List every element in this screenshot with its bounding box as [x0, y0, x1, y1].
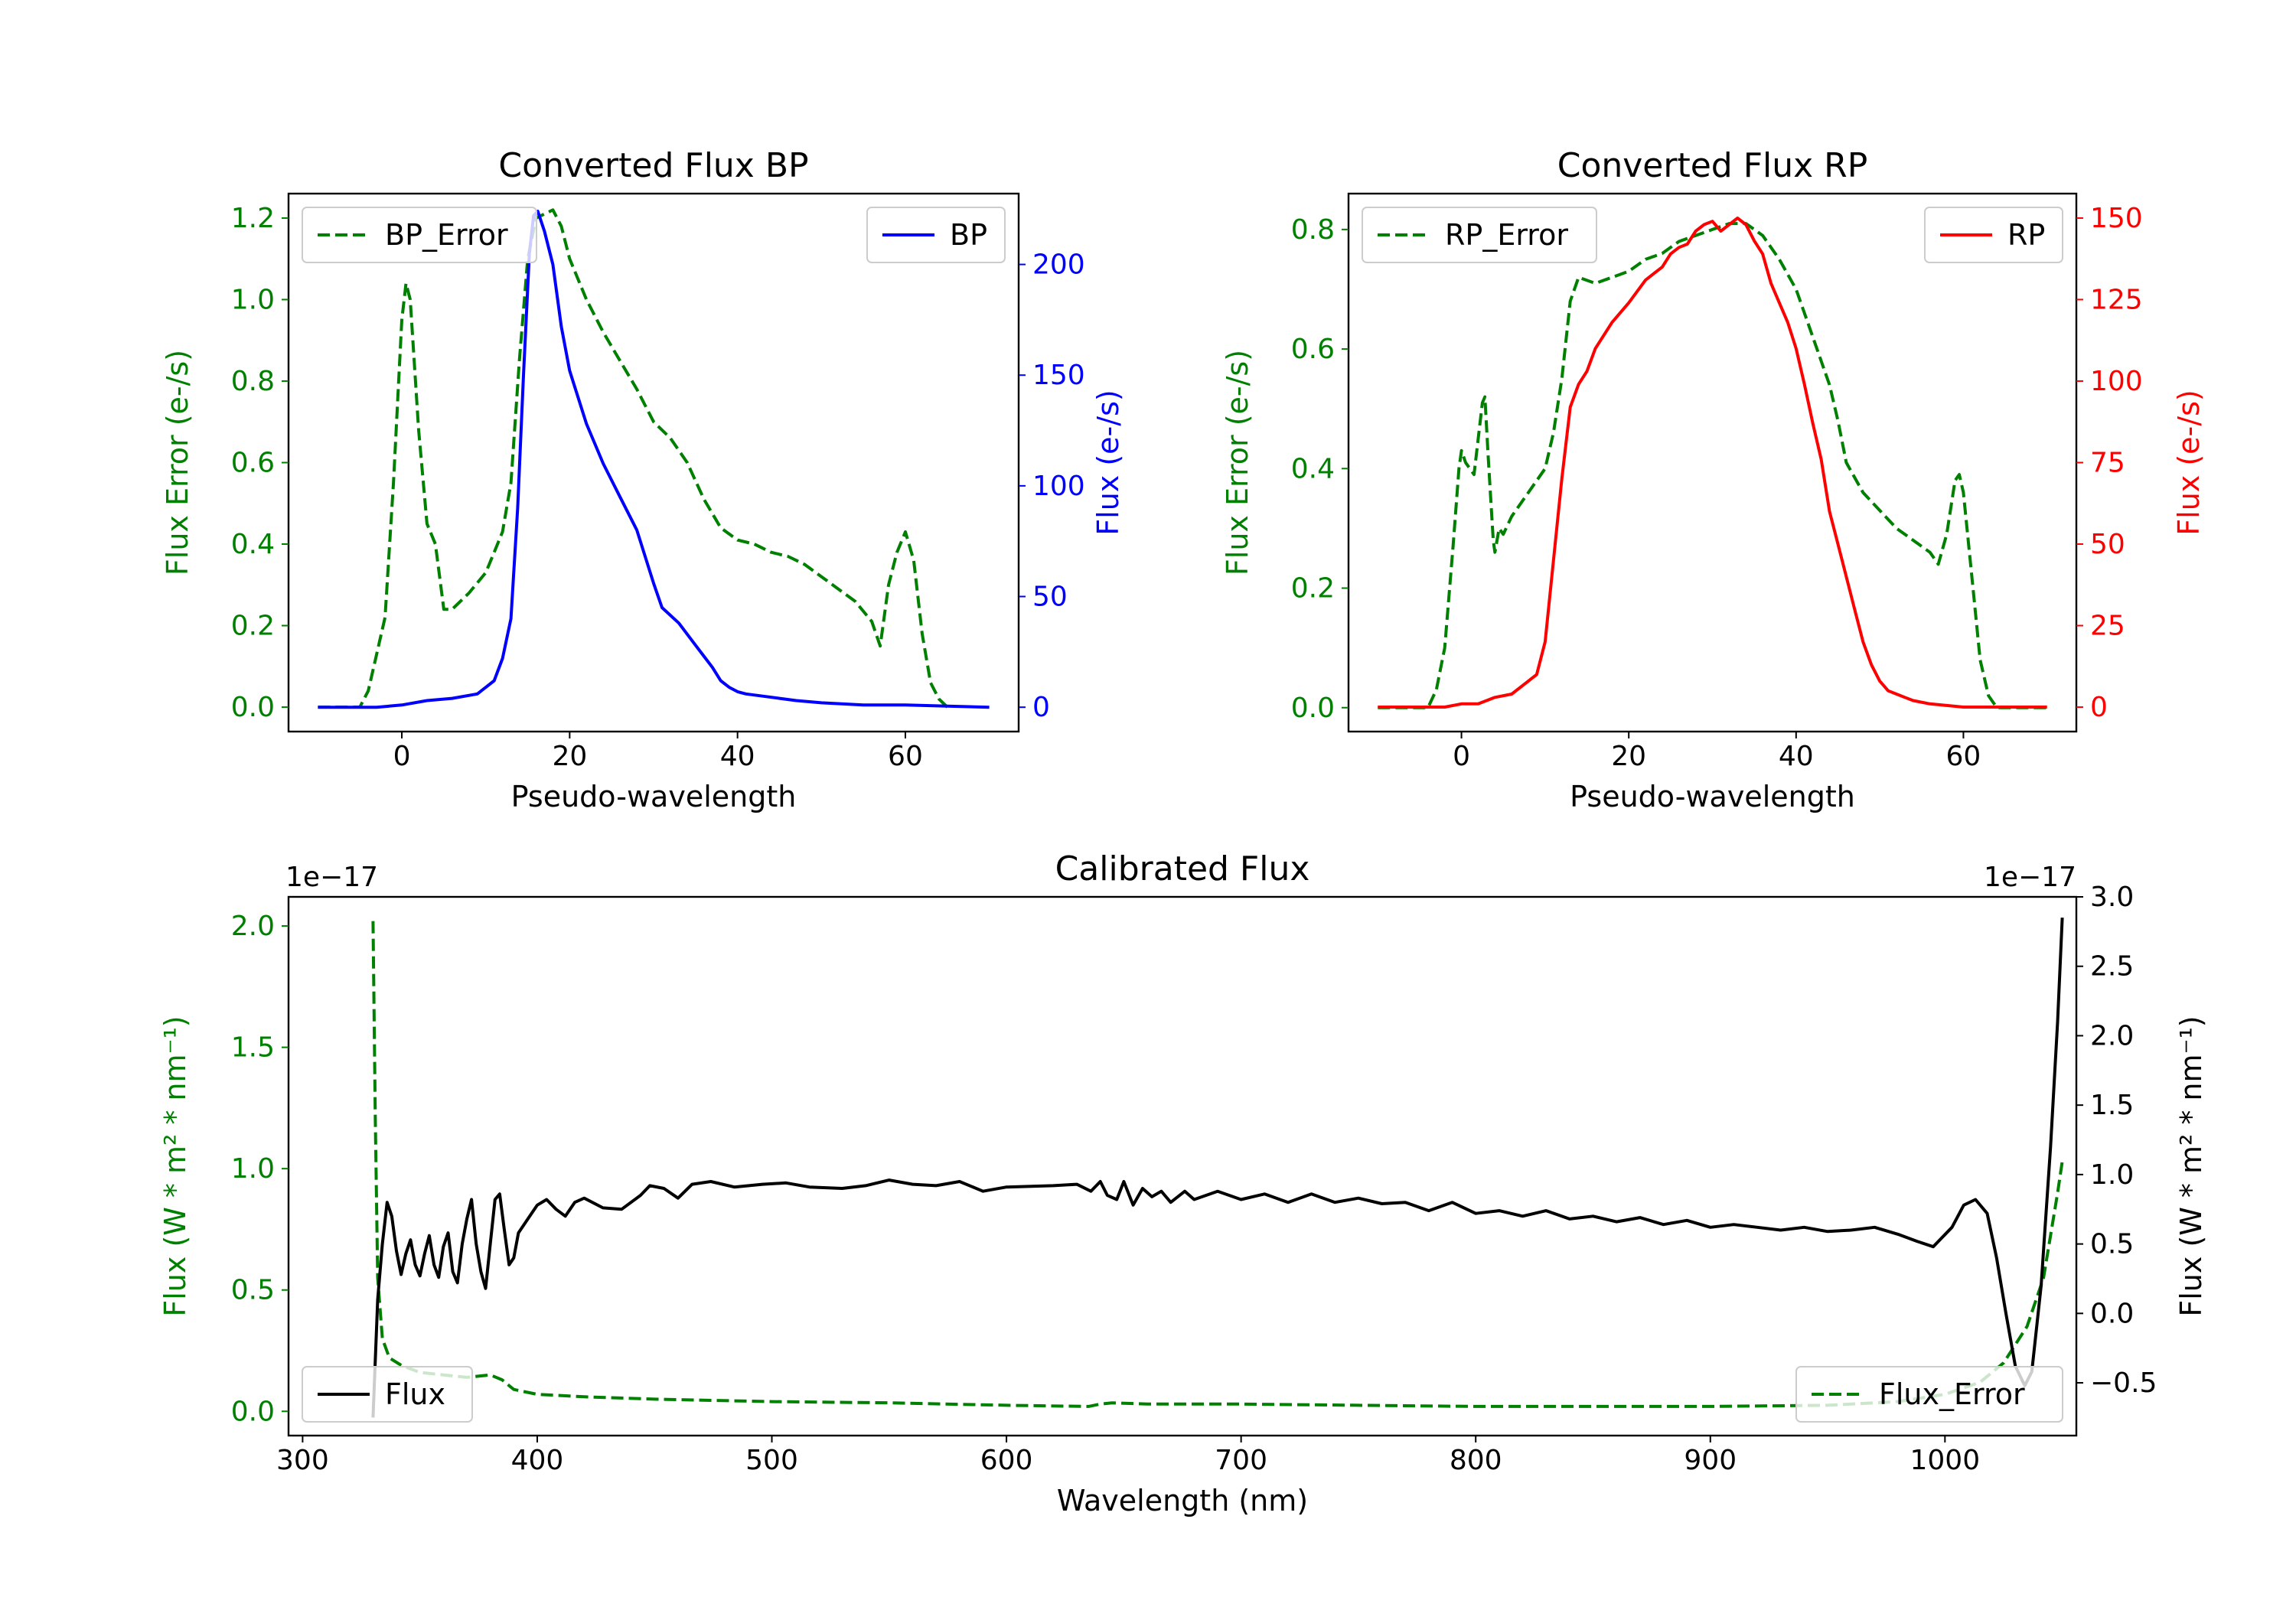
bp-ylabel-left: Flux Error (e-/s) — [161, 350, 194, 575]
cal-legend-box — [302, 1366, 473, 1423]
rp-ytick-right-label: 100 — [2090, 366, 2143, 397]
rp-ytick-left-label: 0.2 — [1291, 573, 1335, 605]
cal-ytick-right-label: 3.0 — [2090, 882, 2134, 913]
cal-ytick-right-label: 0.5 — [2090, 1229, 2134, 1260]
cal-xtick-label: 600 — [980, 1445, 1033, 1476]
rp-legend-label: RP_Error — [1445, 218, 1568, 252]
cal-offset-left: 1e−17 — [285, 862, 378, 893]
rp-ytick-right-label: 50 — [2090, 529, 2125, 560]
cal-ytick-right-label: 2.5 — [2090, 951, 2134, 983]
bp-xtick-label: 40 — [720, 741, 755, 772]
rp-ytick-left-label: 0.6 — [1291, 334, 1335, 365]
cal-series-flux — [371, 918, 2064, 1418]
cal-xtick-label: 300 — [276, 1445, 329, 1476]
bp-ytick-left-label: 1.0 — [231, 284, 275, 315]
cal-xtick-label: 800 — [1450, 1445, 1502, 1476]
rp-ytick-left-label: 0.0 — [1291, 693, 1335, 724]
cal-xtick-label: 400 — [511, 1445, 564, 1476]
cal-ytick-left-label: 1.5 — [231, 1032, 275, 1064]
bp-ytick-left-label: 1.2 — [231, 203, 275, 234]
rp-series-rp-error — [1378, 222, 2047, 709]
bp-xtick-label: 0 — [393, 741, 411, 772]
bp-ytick-right-label: 50 — [1032, 582, 1068, 613]
rp-ytick-left-label: 0.4 — [1291, 453, 1335, 484]
bp-ytick-right-label: 200 — [1032, 249, 1085, 281]
rp-ytick-right-label: 75 — [2090, 448, 2125, 479]
cal-axes-frame — [287, 895, 2078, 1437]
bp-ytick-left-label: 0.4 — [231, 529, 275, 560]
bp-legend-label: BP — [950, 218, 987, 252]
bp-ylabel-right: Flux (e-/s) — [1091, 390, 1125, 535]
cal-legend-label: Flux_Error — [1879, 1377, 2025, 1411]
rp-ytick-left-label: 0.8 — [1291, 214, 1335, 246]
rp-ylabel-left: Flux Error (e-/s) — [1221, 350, 1254, 575]
rp-xtick-label: 20 — [1611, 741, 1646, 772]
bp-legend-box — [866, 207, 1006, 263]
cal-ytick-right-label: 2.0 — [2090, 1020, 2134, 1051]
bp-ytick-left-label: 0.2 — [231, 611, 275, 642]
bp-xtick-label: 20 — [552, 741, 587, 772]
cal-offset-right: 1e−17 — [1984, 862, 2076, 893]
bp-xtick-label: 60 — [888, 741, 923, 772]
rp-xtick-label: 40 — [1779, 741, 1814, 772]
bp-title: Converted Flux BP — [498, 146, 808, 185]
cal-ytick-right-label: 1.5 — [2090, 1090, 2134, 1121]
rp-ytick-right-label: 125 — [2090, 284, 2143, 315]
bp-series-bp — [318, 210, 990, 709]
cal-xtick-label: 500 — [745, 1445, 798, 1476]
cal-ytick-left-label: 2.0 — [231, 911, 275, 942]
rp-legend-box — [1924, 207, 2063, 263]
cal-ytick-right-label: 0.0 — [2090, 1298, 2134, 1329]
cal-legend-box — [1795, 1366, 2063, 1423]
bp-ytick-left-label: 0.6 — [231, 448, 275, 479]
cal-xtick-label: 700 — [1215, 1445, 1267, 1476]
bp-ytick-right-label: 100 — [1032, 471, 1085, 502]
rp-xtick-label: 60 — [1946, 741, 1981, 772]
rp-xlabel: Pseudo-wavelength — [1570, 780, 1855, 813]
bp-ytick-left-label: 0.0 — [231, 692, 275, 723]
cal-legend-label: Flux — [385, 1377, 445, 1411]
cal-xtick-label: 1000 — [1910, 1445, 1981, 1476]
cal-ytick-right-label: −0.5 — [2090, 1367, 2157, 1399]
bp-legend-box — [302, 207, 537, 263]
rp-ylabel-right: Flux (e-/s) — [2172, 390, 2206, 535]
cal-xlabel: Wavelength (nm) — [1057, 1484, 1308, 1517]
cal-ytick-left-label: 0.0 — [231, 1396, 275, 1427]
bp-ytick-right-label: 150 — [1032, 360, 1085, 391]
cal-ytick-right-label: 1.0 — [2090, 1159, 2134, 1191]
bp-legend-label: BP_Error — [385, 218, 508, 252]
cal-ytick-left-label: 1.0 — [231, 1153, 275, 1185]
rp-ytick-right-label: 0 — [2090, 692, 2108, 723]
rp-xtick-label: 0 — [1453, 741, 1470, 772]
bp-ytick-right-label: 0 — [1032, 692, 1050, 723]
cal-ylabel-left: Flux (W * m² * nm⁻¹) — [158, 1015, 192, 1316]
cal-xtick-label: 900 — [1684, 1445, 1737, 1476]
rp-legend-box — [1362, 207, 1597, 263]
cal-ytick-left-label: 0.5 — [231, 1275, 275, 1306]
rp-ytick-right-label: 25 — [2090, 611, 2125, 642]
bp-xlabel: Pseudo-wavelength — [511, 780, 797, 813]
rp-ytick-right-label: 150 — [2090, 203, 2143, 234]
cal-title: Calibrated Flux — [1055, 849, 1310, 888]
rp-title: Converted Flux RP — [1557, 146, 1868, 185]
rp-legend-label: RP — [2007, 218, 2045, 252]
rp-series-rp — [1378, 217, 2047, 709]
bp-ytick-left-label: 0.8 — [231, 366, 275, 397]
cal-ylabel-right: Flux (W * m² * nm⁻¹) — [2174, 1015, 2208, 1316]
